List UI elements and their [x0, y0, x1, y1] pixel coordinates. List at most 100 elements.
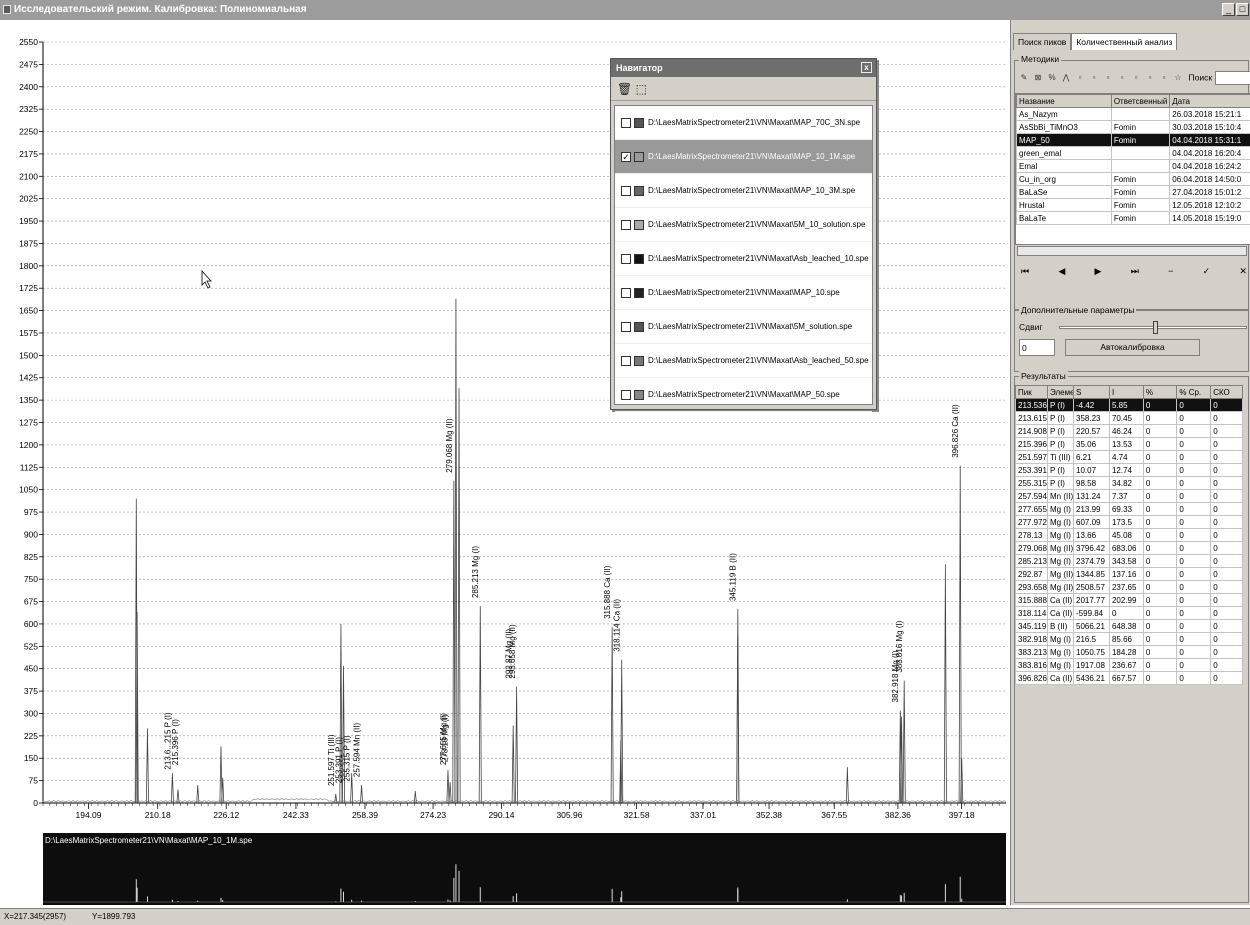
navigator-file-item[interactable]: ✓ D:\LaesMatrixSpectrometer21\VN\Maxat\MA… — [615, 140, 872, 174]
search-input[interactable] — [1214, 71, 1250, 85]
record-nav-button[interactable]: ▶ — [1094, 266, 1102, 276]
methods-row[interactable]: BaLaTe Fomin 14.05.2018 15:19:0 — [1016, 211, 1250, 225]
methods-tool-button[interactable]: ▫ — [1092, 73, 1096, 83]
results-row[interactable]: 383.816 Mg (I) 1917.08 236.67 0 0 0 — [1015, 658, 1243, 672]
methods-tool-button[interactable]: ▫ — [1162, 73, 1166, 83]
methods-row[interactable]: Hrustal Fomin 12.05.2018 12:10:2 — [1016, 198, 1250, 212]
results-row[interactable]: 213.536 P (I) -4.42 5.85 0 0 0 — [1015, 398, 1243, 412]
methods-hscrollbar[interactable] — [1017, 246, 1247, 256]
results-row[interactable]: 278.13 Mg (I) 13.66 45.08 0 0 0 — [1015, 528, 1243, 542]
spectrum-baseline — [42, 798, 1007, 803]
methods-tool-button[interactable]: ▫ — [1078, 73, 1082, 83]
results-row[interactable]: 382.918 Mg (I) 216.5 85.66 0 0 0 — [1015, 632, 1243, 646]
methods-tool-button[interactable]: ⊠ — [1034, 73, 1042, 83]
shift-value-input[interactable] — [1019, 339, 1055, 356]
record-nav-button[interactable]: − — [1168, 266, 1174, 276]
methods-row[interactable]: BaLaSe Fomin 27.04.2018 15:01:2 — [1016, 185, 1250, 199]
shift-label: Сдвиг — [1019, 322, 1043, 332]
navigator-file-item[interactable]: D:\LaesMatrixSpectrometer21\VN\Maxat\MAP… — [615, 378, 872, 412]
results-row[interactable]: 396.826 Ca (II) 5436.21 667.57 0 0 0 — [1015, 671, 1243, 685]
trash-icon[interactable]: 🗑 — [617, 82, 633, 96]
autocalibration-button[interactable]: Автокалибровка — [1065, 339, 1200, 356]
methods-column-header[interactable]: Дата — [1169, 94, 1250, 108]
results-cell: 0 — [1176, 411, 1212, 425]
results-column-header[interactable]: Элемент — [1047, 385, 1074, 399]
results-row[interactable]: 345.119 B (II) 5066.21 648.38 0 0 0 — [1015, 619, 1243, 633]
results-cell: 0 — [1176, 606, 1212, 620]
navigator-file-item[interactable]: D:\LaesMatrixSpectrometer21\VN\Maxat\MAP… — [615, 174, 872, 208]
methods-column-header[interactable]: Ответсвенный — [1110, 94, 1171, 108]
methods-row[interactable]: AsSbBi_TiMnO3 Fomin 30.03.2018 15:10:4 — [1016, 120, 1250, 134]
file-checkbox[interactable] — [621, 253, 631, 264]
methods-tool-button[interactable]: ⋀ — [1062, 73, 1070, 83]
navigator-file-item[interactable]: D:\LaesMatrixSpectrometer21\VN\Maxat\Asb… — [615, 344, 872, 378]
navigator-close-button[interactable]: x — [861, 62, 872, 73]
navigator-file-item[interactable]: D:\LaesMatrixSpectrometer21\VN\Maxat\MAP… — [615, 276, 872, 310]
navigator-file-item[interactable]: D:\LaesMatrixSpectrometer21\VN\Maxat\MAP… — [615, 106, 872, 140]
paint-icon[interactable]: ⬚ — [635, 82, 647, 96]
results-column-header[interactable]: I — [1108, 385, 1144, 399]
results-row[interactable]: 277.972 Mg (I) 607.09 173.5 0 0 0 — [1015, 515, 1243, 529]
file-checkbox[interactable] — [621, 287, 631, 298]
file-checkbox[interactable] — [621, 321, 631, 332]
methods-row[interactable]: MAP_50 Fomin 04.04.2018 15:31:1 — [1016, 133, 1250, 147]
methods-tool-button[interactable]: ▫ — [1134, 73, 1138, 83]
results-column-header[interactable]: % Ср. — [1176, 385, 1212, 399]
results-row[interactable]: 292.87 Mg (II) 1344.85 137.16 0 0 0 — [1015, 567, 1243, 581]
results-row[interactable]: 213.615 P (I) 358.23 70.45 0 0 0 — [1015, 411, 1243, 425]
results-row[interactable]: 293.658 Mg (II) 2508.57 237.65 0 0 0 — [1015, 580, 1243, 594]
results-row[interactable]: 251.597 Ti (III) 6.21 4.74 0 0 0 — [1015, 450, 1243, 464]
record-nav-button[interactable]: ◀ — [1058, 266, 1066, 276]
navigator-title-bar[interactable]: Навигатор x — [611, 59, 876, 77]
results-row[interactable]: 257.594 Mn (II) 131.24 7.37 0 0 0 — [1015, 489, 1243, 503]
maximize-button[interactable]: □ — [1236, 3, 1249, 16]
methods-tool-button[interactable]: ▫ — [1120, 73, 1124, 83]
y-tick-label: 1725 — [19, 283, 38, 293]
file-checkbox[interactable] — [621, 355, 631, 366]
tab-peak-search[interactable]: Поиск пиков — [1013, 33, 1072, 50]
file-checkbox[interactable] — [621, 389, 631, 400]
file-checkbox[interactable]: ✓ — [621, 151, 631, 162]
record-nav-button[interactable]: ⏮ — [1021, 266, 1030, 276]
results-cell: 0 — [1210, 528, 1243, 542]
minimize-button[interactable]: _ — [1222, 3, 1235, 16]
results-column-header[interactable]: Пик — [1015, 385, 1048, 399]
results-row[interactable]: 255.315 P (I) 98.58 34.82 0 0 0 — [1015, 476, 1243, 490]
results-row[interactable]: 253.391 P (I) 10.07 12.74 0 0 0 — [1015, 463, 1243, 477]
results-row[interactable]: 215.396 P (I) 35.06 13.53 0 0 0 — [1015, 437, 1243, 451]
results-column-header[interactable]: СКО — [1210, 385, 1243, 399]
cursor-y-readout: Y=1899.793 — [92, 912, 136, 921]
file-checkbox[interactable] — [621, 117, 631, 128]
record-nav-button[interactable]: ✓ — [1202, 266, 1211, 276]
methods-tool-button[interactable]: ▫ — [1106, 73, 1110, 83]
results-row[interactable]: 279.068 Mg (II) 3796.42 683.06 0 0 0 — [1015, 541, 1243, 555]
results-cell: 237.65 — [1108, 580, 1144, 594]
navigator-file-item[interactable]: D:\LaesMatrixSpectrometer21\VN\Maxat\Asb… — [615, 242, 872, 276]
results-column-header[interactable]: S — [1073, 385, 1110, 399]
results-row[interactable]: 315.888 Ca (II) 2017.77 202.99 0 0 0 — [1015, 593, 1243, 607]
file-checkbox[interactable] — [621, 185, 631, 196]
record-nav-button[interactable]: ✕ — [1239, 266, 1247, 276]
methods-column-header[interactable]: Название — [1016, 94, 1112, 108]
methods-tool-button[interactable]: ✎ — [1020, 73, 1028, 83]
methods-row[interactable]: As_Nazym 26.03.2018 15:21:1 — [1016, 107, 1250, 121]
results-row[interactable]: 318.114 Ca (II) -599.84 0 0 0 0 — [1015, 606, 1243, 620]
record-nav-button[interactable]: ⏭ — [1130, 266, 1139, 276]
results-row[interactable]: 277.655 Mg (I) 213.99 69.33 0 0 0 — [1015, 502, 1243, 516]
methods-tool-button[interactable]: % — [1048, 73, 1056, 83]
navigator-file-item[interactable]: D:\LaesMatrixSpectrometer21\VN\Maxat\5M_… — [615, 310, 872, 344]
methods-row[interactable]: green_emal 04.04.2018 16:20:4 — [1016, 146, 1250, 160]
results-row[interactable]: 285.213 Mg (I) 2374.79 343.58 0 0 0 — [1015, 554, 1243, 568]
shift-slider-track[interactable] — [1059, 321, 1247, 334]
results-row[interactable]: 383.213 Mg (I) 1050.75 184.28 0 0 0 — [1015, 645, 1243, 659]
results-row[interactable]: 214.908 P (I) 220.57 46.24 0 0 0 — [1015, 424, 1243, 438]
shift-slider-thumb[interactable] — [1153, 321, 1158, 334]
file-checkbox[interactable] — [621, 219, 631, 230]
methods-tool-button[interactable]: ▫ — [1148, 73, 1152, 83]
tab-quantitative-analysis[interactable]: Количественный анализ — [1071, 33, 1178, 50]
navigator-file-item[interactable]: D:\LaesMatrixSpectrometer21\VN\Maxat\5M_… — [615, 208, 872, 242]
results-column-header[interactable]: % — [1142, 385, 1178, 399]
methods-row[interactable]: Cu_in_org Fomin 06.04.2018 14:50:0 — [1016, 172, 1250, 186]
methods-tool-button[interactable]: ☆ — [1174, 73, 1182, 83]
methods-row[interactable]: Emal 04.04.2018 16:24:2 — [1016, 159, 1250, 173]
